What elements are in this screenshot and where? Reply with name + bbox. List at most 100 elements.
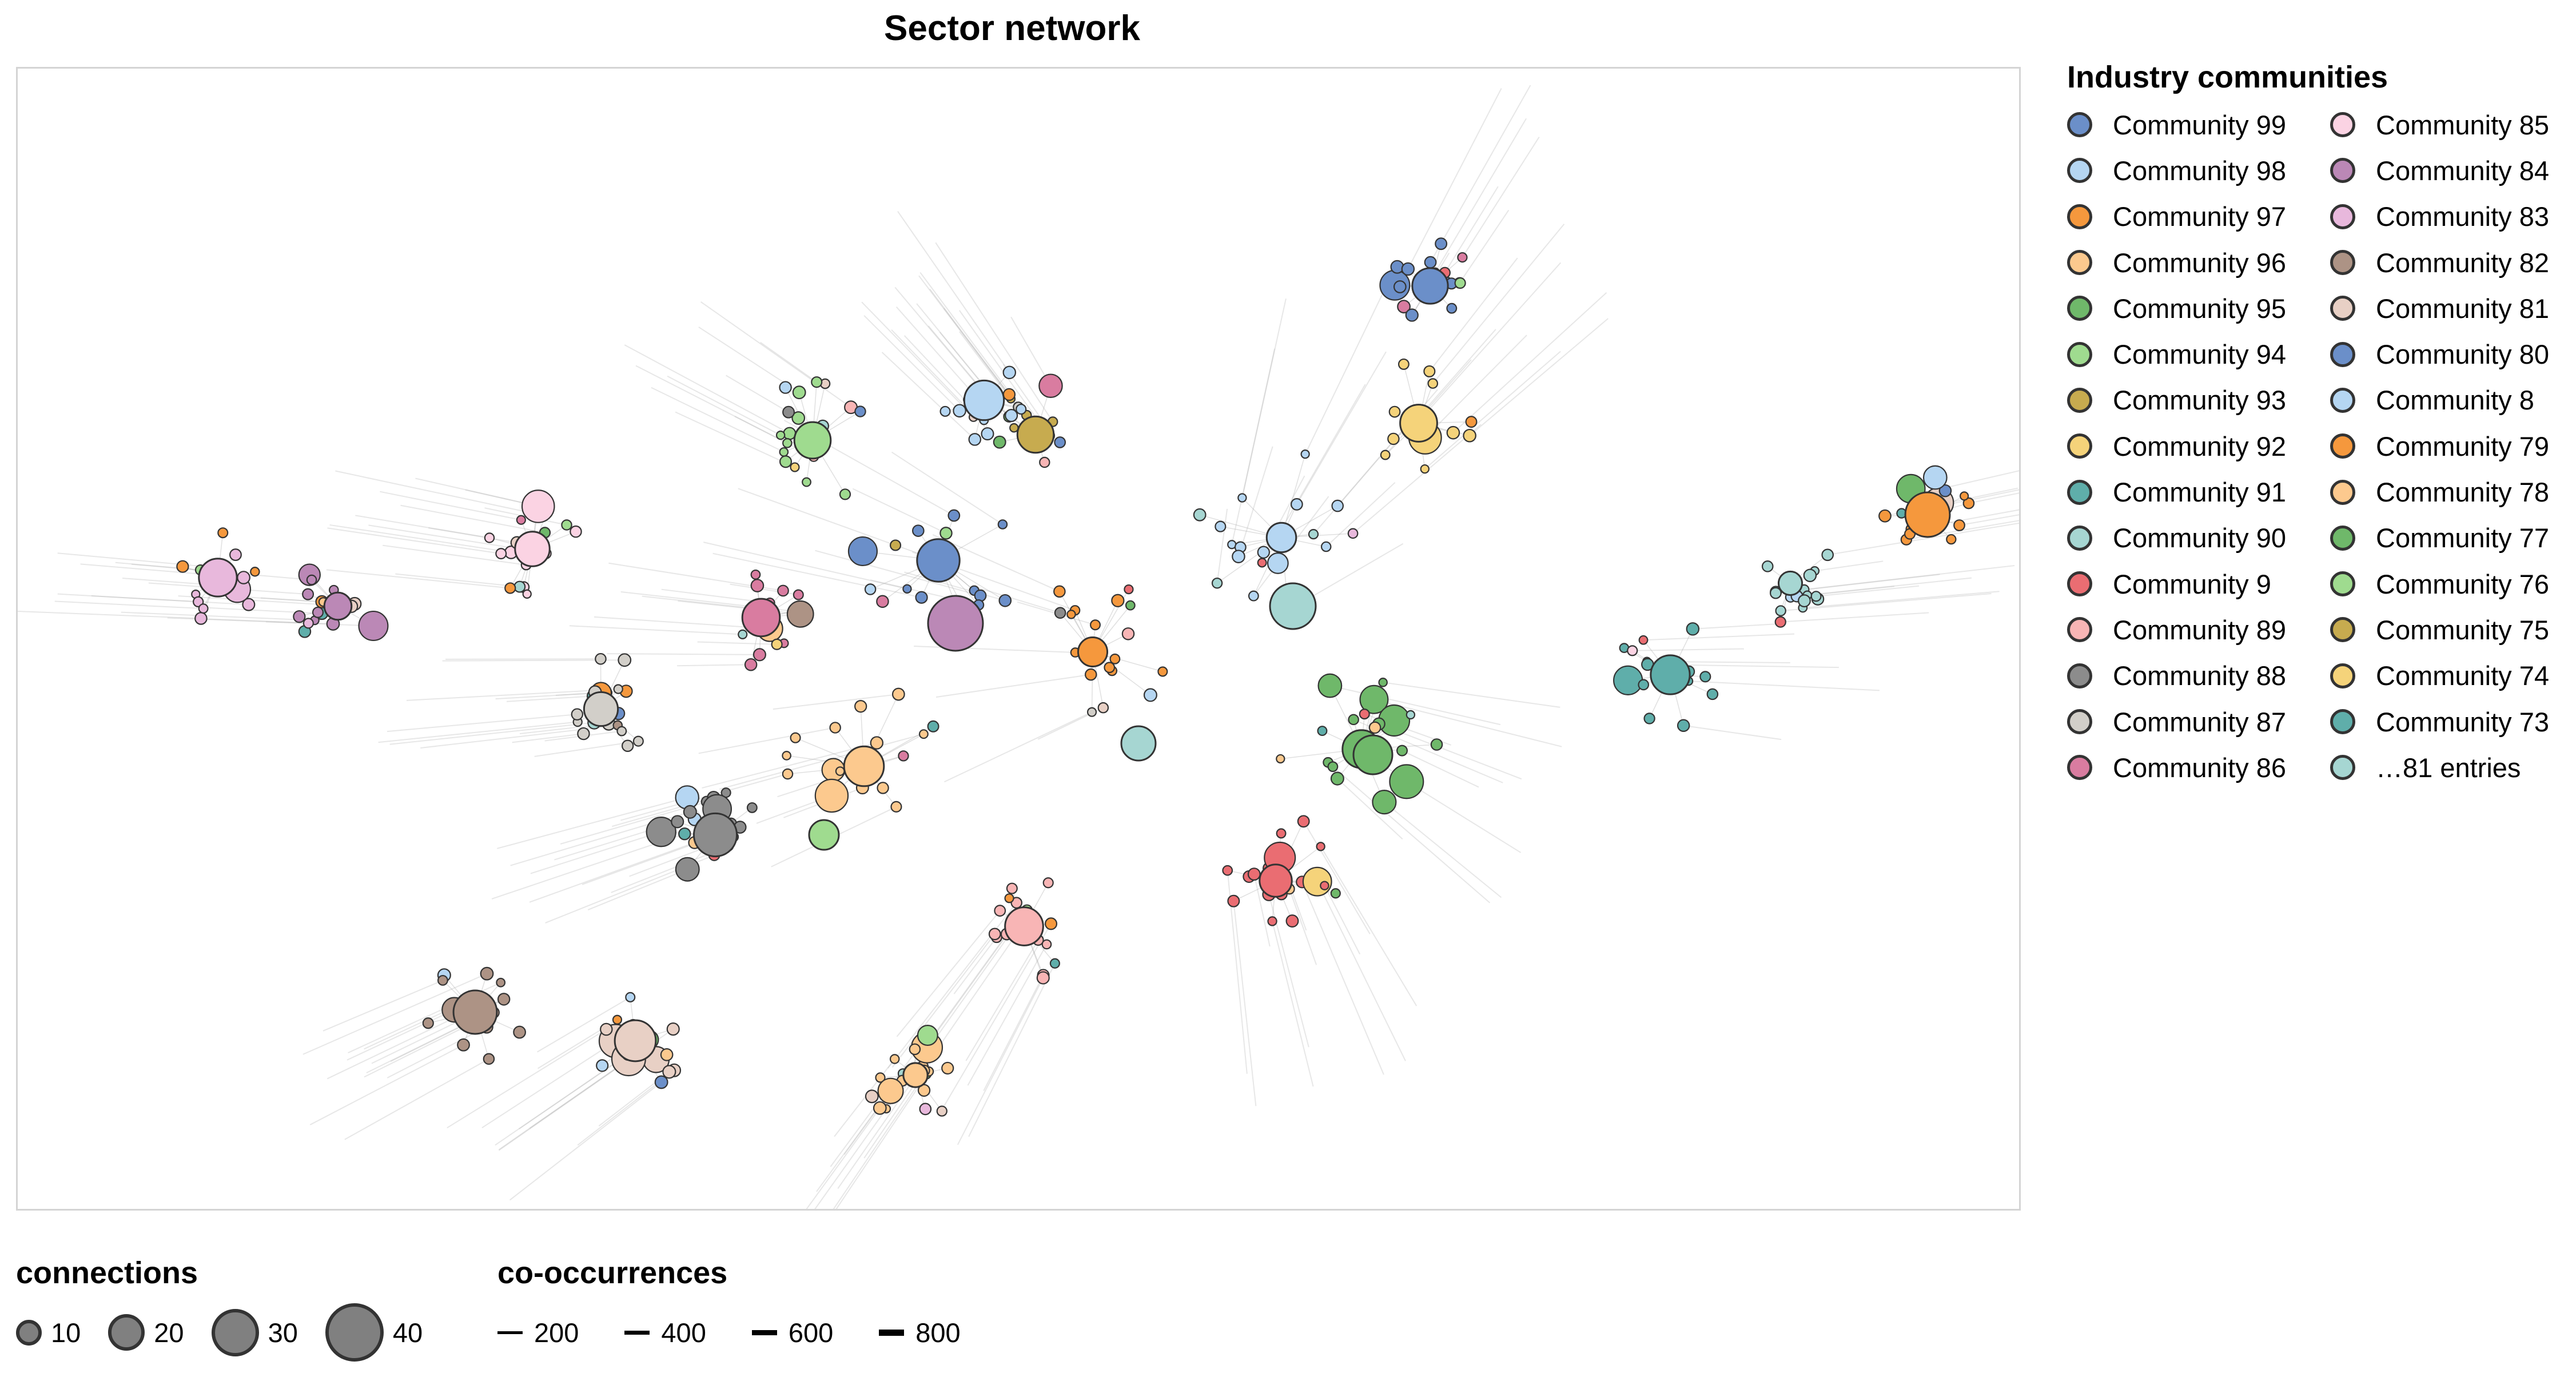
network-hub-node[interactable] (1004, 906, 1044, 946)
network-node[interactable] (1222, 865, 1233, 876)
network-node[interactable] (873, 1101, 887, 1115)
network-node[interactable] (1097, 702, 1109, 714)
network-node[interactable] (918, 729, 929, 739)
network-node[interactable] (889, 539, 902, 551)
network-node[interactable] (994, 905, 1006, 917)
network-node[interactable] (1317, 673, 1343, 698)
network-node[interactable] (1038, 373, 1063, 398)
network-node[interactable] (1086, 707, 1097, 717)
network-node[interactable] (1248, 590, 1259, 602)
network-hub-node[interactable] (843, 745, 885, 787)
network-node[interactable] (1009, 423, 1019, 433)
legend-item[interactable]: Community 84 (2330, 148, 2570, 193)
network-node[interactable] (358, 610, 389, 642)
legend-item[interactable]: Community 88 (2067, 653, 2330, 699)
network-node[interactable] (1389, 764, 1424, 799)
network-node[interactable] (1430, 738, 1443, 751)
legend-item[interactable]: Community 76 (2330, 561, 2570, 607)
legend-item[interactable]: Community 99 (2067, 102, 2330, 148)
network-node[interactable] (522, 589, 532, 599)
network-node[interactable] (1348, 714, 1359, 726)
network-hub-node[interactable] (1399, 404, 1438, 443)
network-node[interactable] (1446, 303, 1458, 314)
network-node[interactable] (1276, 754, 1285, 764)
network-node[interactable] (1401, 262, 1415, 276)
network-node[interactable] (484, 532, 495, 543)
legend-item[interactable]: Community 91 (2067, 469, 2330, 515)
network-node[interactable] (1960, 491, 1969, 501)
network-hub-node[interactable] (963, 379, 1005, 421)
network-hub-node[interactable] (808, 819, 840, 851)
network-node[interactable] (854, 700, 867, 713)
network-node[interactable] (1699, 671, 1711, 683)
network-node[interactable] (877, 1077, 904, 1104)
network-node[interactable] (1347, 528, 1359, 539)
network-node[interactable] (1267, 916, 1277, 926)
network-node[interactable] (1378, 678, 1388, 687)
network-node[interactable] (968, 433, 982, 446)
network-node[interactable] (786, 600, 814, 628)
network-hub-node[interactable] (1077, 636, 1109, 668)
legend-item[interactable]: Community 92 (2067, 423, 2330, 469)
network-node[interactable] (1706, 688, 1719, 701)
network-node[interactable] (1104, 662, 1116, 674)
network-node[interactable] (1041, 939, 1052, 950)
network-hub-node[interactable] (927, 595, 984, 652)
network-node[interactable] (666, 1022, 680, 1036)
network-node[interactable] (1390, 260, 1404, 274)
network-node[interactable] (1300, 449, 1310, 459)
network-node[interactable] (998, 594, 1012, 607)
network-node[interactable] (1124, 584, 1134, 595)
network-node[interactable] (1016, 403, 1027, 415)
network-node[interactable] (779, 381, 792, 394)
network-hub-node[interactable] (514, 531, 551, 567)
network-node[interactable] (1308, 529, 1319, 540)
legend-item[interactable]: Community 78 (2330, 469, 2570, 515)
network-hub-node[interactable] (583, 691, 619, 727)
network-node[interactable] (947, 509, 961, 522)
network-node[interactable] (1317, 726, 1328, 737)
network-node[interactable] (632, 735, 644, 747)
network-node[interactable] (1396, 745, 1408, 757)
network-node[interactable] (1359, 684, 1389, 714)
network-node[interactable] (621, 739, 634, 752)
network-node[interactable] (678, 827, 691, 841)
network-hub-node[interactable] (902, 1062, 929, 1088)
network-node[interactable] (646, 817, 676, 847)
network-node[interactable] (194, 612, 208, 625)
network-node[interactable] (660, 1048, 674, 1061)
network-hub-node[interactable] (1269, 582, 1317, 630)
network-hub-node[interactable] (1904, 491, 1951, 538)
network-hub-node[interactable] (1259, 863, 1293, 898)
legend-item[interactable]: Community 93 (2067, 377, 2330, 423)
network-node[interactable] (1302, 866, 1332, 897)
network-node[interactable] (618, 653, 632, 667)
legend-item[interactable]: Community 90 (2067, 515, 2330, 561)
legend-item[interactable]: Community 87 (2067, 699, 2330, 745)
network-node[interactable] (1922, 465, 1948, 490)
network-node[interactable] (939, 405, 951, 417)
network-node[interactable] (1090, 619, 1101, 631)
network-node[interactable] (864, 583, 877, 595)
network-node[interactable] (1049, 958, 1060, 969)
network-node[interactable] (875, 1072, 886, 1083)
network-node[interactable] (1761, 560, 1774, 572)
network-hub-node[interactable] (1016, 415, 1055, 454)
network-node[interactable] (779, 455, 793, 468)
network-node[interactable] (790, 462, 800, 472)
network-node[interactable] (1157, 666, 1168, 677)
network-node[interactable] (981, 427, 994, 441)
network-hub-node[interactable] (916, 538, 961, 583)
network-node[interactable] (1878, 509, 1892, 523)
network-node[interactable] (302, 588, 314, 600)
network-node[interactable] (521, 489, 555, 523)
network-hub-node[interactable] (1352, 734, 1393, 775)
network-node[interactable] (1039, 456, 1050, 468)
network-node[interactable] (497, 993, 511, 1006)
network-node[interactable] (1257, 558, 1267, 568)
network-node[interactable] (595, 652, 607, 665)
network-hub-node[interactable] (323, 591, 353, 621)
network-hub-node[interactable] (1265, 522, 1297, 554)
network-node[interactable] (791, 411, 806, 425)
network-node[interactable] (1803, 568, 1817, 582)
